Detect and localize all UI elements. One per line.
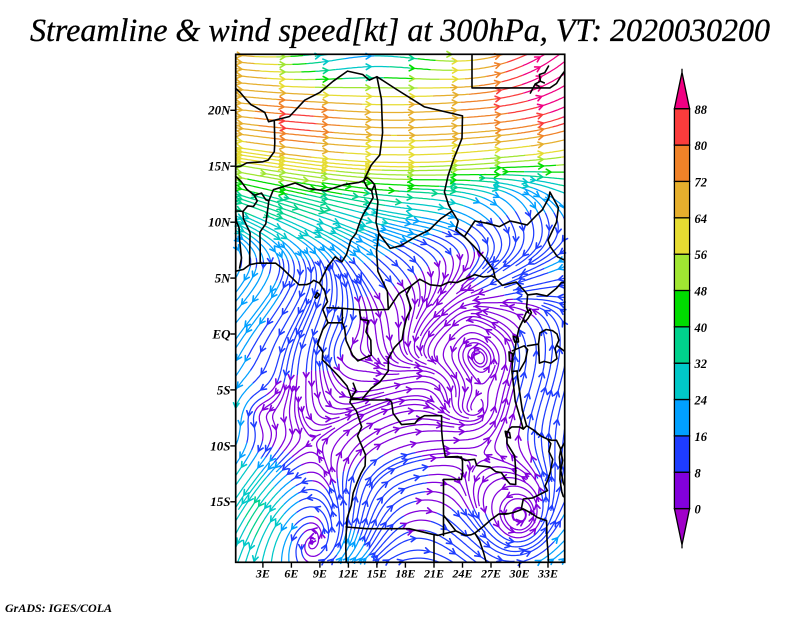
svg-text:12E: 12E bbox=[338, 567, 358, 581]
svg-text:33E: 33E bbox=[537, 567, 558, 581]
svg-text:EQ: EQ bbox=[211, 326, 231, 341]
svg-text:24E: 24E bbox=[451, 567, 472, 581]
svg-text:80: 80 bbox=[695, 139, 708, 153]
svg-text:10N: 10N bbox=[208, 215, 231, 230]
svg-text:20N: 20N bbox=[207, 103, 231, 118]
svg-text:72: 72 bbox=[695, 176, 708, 190]
svg-text:3E: 3E bbox=[255, 567, 270, 581]
svg-text:88: 88 bbox=[695, 103, 708, 117]
svg-text:40: 40 bbox=[694, 321, 708, 335]
svg-text:5S: 5S bbox=[217, 382, 231, 397]
svg-text:0: 0 bbox=[695, 503, 702, 517]
svg-text:GrADS: IGES/COLA: GrADS: IGES/COLA bbox=[5, 601, 112, 615]
svg-text:64: 64 bbox=[695, 212, 708, 226]
svg-text:16: 16 bbox=[695, 430, 708, 444]
svg-text:18E: 18E bbox=[395, 567, 415, 581]
svg-text:32: 32 bbox=[694, 357, 708, 371]
svg-text:30E: 30E bbox=[508, 567, 529, 581]
svg-text:Streamline & wind speed[kt] at: Streamline & wind speed[kt] at 300hPa, V… bbox=[30, 13, 770, 49]
svg-text:15E: 15E bbox=[367, 567, 387, 581]
svg-text:48: 48 bbox=[694, 285, 708, 299]
svg-text:5N: 5N bbox=[215, 271, 232, 286]
svg-text:15N: 15N bbox=[208, 159, 231, 174]
svg-text:15S: 15S bbox=[210, 494, 230, 509]
svg-text:21E: 21E bbox=[423, 567, 444, 581]
svg-text:27E: 27E bbox=[480, 567, 501, 581]
svg-text:8: 8 bbox=[695, 466, 702, 480]
svg-text:56: 56 bbox=[695, 248, 708, 262]
svg-text:6E: 6E bbox=[284, 567, 298, 581]
svg-text:10S: 10S bbox=[210, 438, 230, 453]
svg-text:24: 24 bbox=[694, 394, 708, 408]
svg-text:9E: 9E bbox=[313, 567, 327, 581]
